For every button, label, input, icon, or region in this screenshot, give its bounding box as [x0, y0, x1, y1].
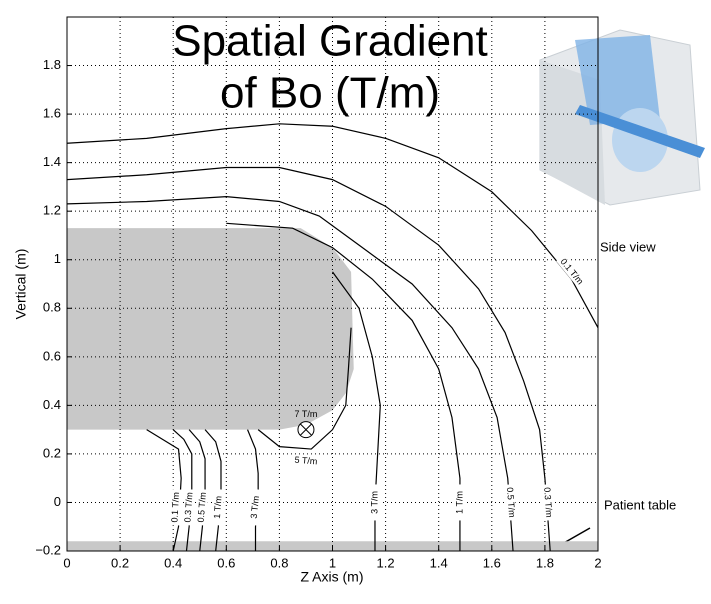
x-tick-label: 0.2 — [111, 555, 129, 570]
x-tick-label: 2 — [594, 555, 601, 570]
contour-label-bg — [556, 254, 587, 289]
plot-frame — [66, 16, 599, 552]
contour-label: 0.3 T/m — [542, 487, 554, 518]
contour-label: 3 T/m — [369, 491, 379, 514]
contour-line — [66, 123, 599, 328]
x-tick-label: 1.8 — [536, 555, 554, 570]
y-tick-label: 1.8 — [43, 57, 61, 72]
contour-label-bg — [248, 488, 263, 526]
contour-label: 0.1 T/m — [169, 492, 181, 523]
marker-cross — [299, 423, 312, 436]
contour-label-bg — [541, 484, 554, 521]
contour-line — [188, 429, 206, 552]
y-tick-label: 1.2 — [43, 203, 61, 218]
contour-line — [226, 222, 461, 551]
contour-label: 0.5 T/m — [196, 492, 208, 523]
y-tick-label: 0.6 — [43, 348, 61, 363]
contour-label-bg — [504, 484, 517, 521]
x-tick-label: 0.4 — [164, 555, 182, 570]
contour-label: 0.3 T/m — [182, 492, 194, 523]
x-axis-label: Z Axis (m) — [301, 569, 364, 585]
y-tick-label: 1 — [54, 251, 61, 266]
contour-label: 0.1 T/m — [558, 257, 585, 287]
chart-title: of Bo (T/m) — [220, 69, 440, 118]
y-tick-label: −0.2 — [35, 542, 61, 557]
contour-label: 5 T/m — [294, 455, 318, 467]
x-tick-label: 1.2 — [377, 555, 395, 570]
contour-label-bg — [454, 484, 465, 521]
y-tick-label: 0.4 — [43, 397, 61, 412]
annotation: Patient table — [604, 497, 676, 512]
x-tick-label: 1.6 — [483, 555, 501, 570]
contour-line — [172, 429, 193, 552]
mri-illustration — [518, 18, 711, 214]
contour-label-bg — [169, 489, 182, 526]
contour-label-bg — [287, 454, 325, 468]
region — [67, 228, 354, 430]
x-tick-label: 0.8 — [270, 555, 288, 570]
x-tick-label: 0 — [63, 555, 70, 570]
y-tick-label: 0.2 — [43, 445, 61, 460]
y-axis-label: Vertical (m) — [13, 249, 29, 320]
contour-label: 3 T/m — [249, 495, 261, 519]
contour-label-bg — [182, 488, 196, 526]
y-tick-label: 0.8 — [43, 300, 61, 315]
contour-line — [257, 327, 352, 450]
contour-label: 1 T/m — [454, 491, 464, 514]
contour-label: 1 T/m — [212, 496, 224, 520]
y-tick-label: 1.4 — [43, 154, 61, 169]
x-tick-label: 1.4 — [430, 555, 448, 570]
chart-title: Spatial Gradient — [172, 17, 488, 66]
annotation: Side view — [600, 239, 656, 254]
magnet-cut — [575, 35, 660, 125]
x-tick-label: 1 — [329, 555, 336, 570]
marker-label: 7 T/m — [295, 409, 318, 419]
contour-line — [66, 166, 551, 552]
contour-label-bg — [196, 488, 209, 526]
table-rail — [575, 105, 705, 158]
contour-line — [146, 429, 182, 552]
contour-line — [66, 196, 514, 552]
contour-label-bg — [369, 484, 380, 521]
contour-line — [246, 429, 259, 551]
contour-label-bg — [212, 488, 225, 526]
y-tick-label: 1.6 — [43, 106, 61, 121]
contour-line — [204, 429, 222, 552]
contour-label: 0.5 T/m — [505, 487, 517, 518]
y-tick-label: 0 — [54, 494, 61, 509]
x-tick-label: 0.6 — [217, 555, 235, 570]
